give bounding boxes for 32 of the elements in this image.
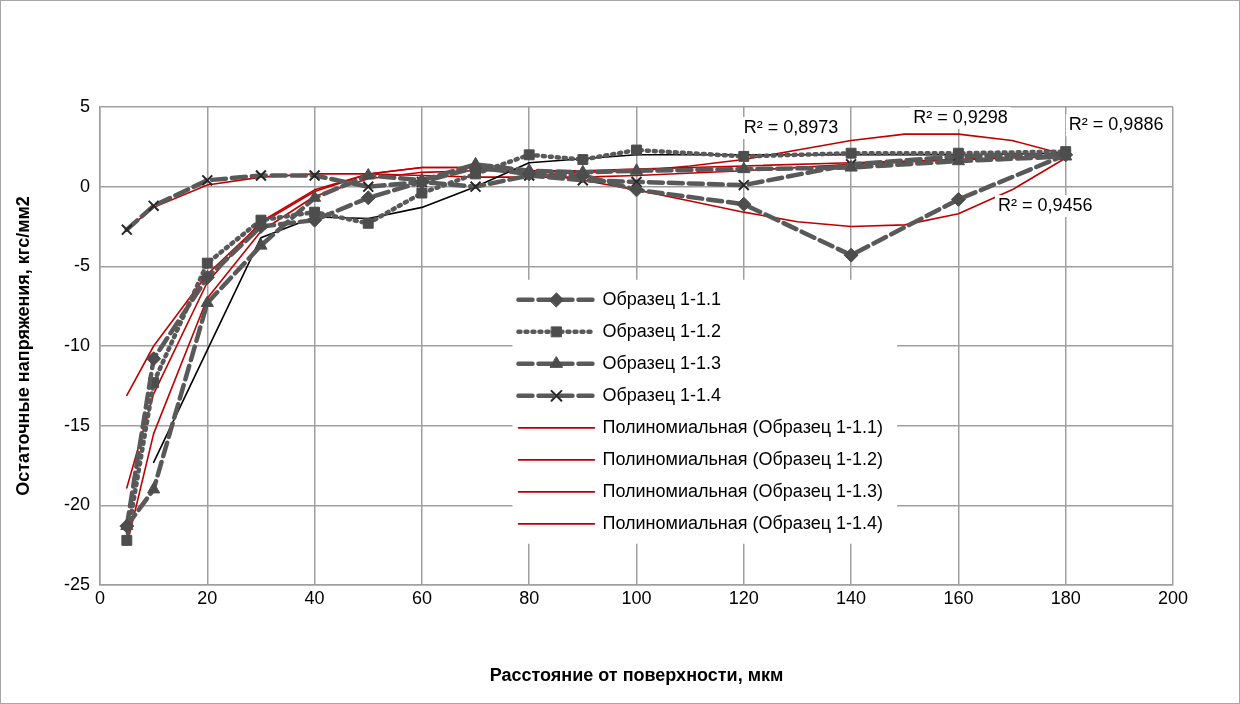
y-tick-label: 0 — [79, 175, 90, 196]
annotation: R² = 0,8973 — [743, 117, 839, 137]
legend-label: Образец 1-1.2 — [602, 320, 721, 341]
y-axis-title: Остаточные напряжения, кгс/мм2 — [12, 196, 33, 496]
legend-label: Полиномиальная (Образец 1-1.2) — [602, 448, 884, 469]
legend-label: Полиномиальная (Образец 1-1.4) — [602, 512, 884, 533]
x-tick-label: 100 — [621, 587, 652, 608]
x-tick-label: 140 — [836, 587, 867, 608]
x-tick-label: 40 — [304, 587, 325, 608]
annotation: R² = 0,9298 — [913, 106, 1008, 127]
y-tick-label: -25 — [63, 573, 90, 594]
x-tick-label: 120 — [728, 587, 759, 608]
x-tick-label: 200 — [1157, 587, 1189, 608]
legend-label: Образец 1-1.3 — [602, 352, 721, 373]
legend-label: Полиномиальная (Образец 1-1.1) — [602, 416, 884, 437]
x-tick-label: 180 — [1050, 587, 1081, 608]
x-tick-label: 60 — [411, 587, 432, 608]
y-tick-label: -10 — [63, 334, 90, 355]
legend-label: Образец 1-1.4 — [602, 384, 721, 405]
annotation: R² = 0,9456 — [998, 194, 1093, 215]
x-tick-label: 20 — [197, 587, 218, 608]
x-tick-label: 0 — [94, 587, 106, 608]
legend-label: Образец 1-1.1 — [602, 288, 721, 309]
y-tick-label: -20 — [63, 494, 90, 515]
y-tick-label: 5 — [79, 95, 90, 116]
y-tick-label: -5 — [73, 255, 90, 276]
x-tick-label: 160 — [943, 587, 974, 608]
y-tick-label: -15 — [63, 414, 90, 435]
annotation: R² = 0,9886 — [1068, 114, 1164, 135]
x-tick-label: 80 — [519, 587, 540, 608]
x-axis-title: Расстояние от поверхности, мкм — [489, 665, 784, 686]
legend-label: Полиномиальная (Образец 1-1.3) — [602, 480, 884, 501]
